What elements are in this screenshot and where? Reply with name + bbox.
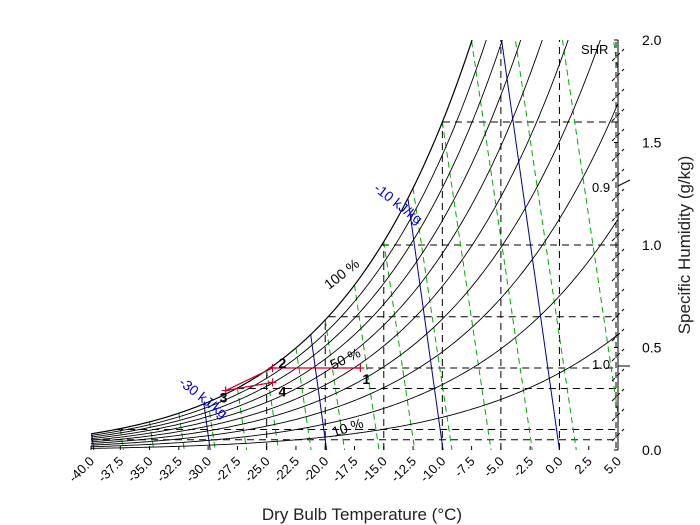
rh-curve: [91, 103, 618, 446]
shr-tick: [611, 348, 625, 362]
shr-tick: [611, 248, 625, 262]
rh-curve: [91, 218, 618, 448]
shr-tick: [611, 328, 625, 342]
x-tick-label: -5.0: [481, 454, 507, 480]
x-tick-label: -27.5: [212, 454, 244, 486]
process-point-marker: [356, 364, 365, 372]
enthalpy-line: [203, 403, 211, 450]
wet-bulb-line: [354, 284, 380, 450]
rh-curve: [91, 40, 543, 441]
wet-bulb-line: [471, 41, 533, 450]
x-tick-label: -37.5: [95, 454, 127, 486]
shr-tick: [611, 108, 625, 122]
process-layer: [221, 364, 365, 395]
shr-tick: [611, 388, 625, 402]
y-tick-label: 1.0: [642, 237, 662, 253]
x-tick-label: 0.0: [542, 454, 565, 477]
process-point-marker: [268, 364, 277, 372]
wet-bulb-line: [412, 188, 453, 450]
shr-tick: [611, 208, 625, 222]
enthalpy-line: [407, 198, 444, 450]
x-tick-label: -10.0: [417, 454, 449, 486]
shr-tick: [611, 228, 625, 242]
wet-bulb-line: [236, 387, 248, 450]
process-point-marker: [221, 386, 230, 395]
rh-curve: [91, 40, 503, 438]
shr-tick: [611, 148, 625, 162]
shr-tick: [611, 68, 625, 82]
shr-scale: [611, 42, 631, 450]
grid-layer: [91, 40, 618, 450]
y-tick-label: 2.0: [642, 32, 662, 48]
shr-title: SHR: [581, 42, 608, 57]
shr-mark-0-9: [617, 179, 631, 187]
y-axis-label: Specific Humidity (g/kg): [675, 156, 694, 335]
process-point-label: 3: [220, 390, 228, 406]
x-tick-label: -20.0: [300, 454, 332, 486]
shr-label-1-0: 1.0: [592, 357, 610, 372]
shr-tick: [611, 288, 625, 302]
wet-bulb-line: [612, 40, 618, 74]
x-tick-label: -15.0: [358, 454, 390, 486]
x-tick-label: -40.0: [66, 454, 98, 486]
y-tick-label: 0.5: [642, 340, 662, 356]
process-point-label: 2: [279, 355, 287, 371]
x-tick-label: -22.5: [271, 454, 303, 486]
shr-tick: [611, 268, 625, 282]
x-tick-label: -2.5: [510, 454, 536, 480]
shr-tick: [611, 128, 625, 142]
enthalpy-line: [501, 40, 560, 450]
shr-tick: [611, 48, 625, 62]
rh-curve: [91, 40, 487, 436]
wet-bulb-line: [207, 402, 216, 450]
shr-tick: [611, 428, 625, 442]
x-tick-label: -30.0: [183, 454, 215, 486]
x-tick-label: -32.5: [153, 454, 185, 486]
shr-tick: [611, 408, 625, 422]
process-path: [225, 367, 361, 392]
x-axis-label: Dry Bulb Temperature (°C): [262, 505, 462, 524]
process-point-label: 4: [279, 383, 287, 399]
x-tick-label: -12.5: [388, 454, 420, 486]
rh-curve: [91, 40, 601, 444]
x-tick-label: -25.0: [241, 454, 273, 486]
rh-curve: [91, 40, 522, 440]
process-point-label: 1: [362, 371, 370, 387]
rh-curve-layer: [91, 40, 618, 449]
wet-bulb-line: [178, 413, 185, 450]
enthalpy-layer: [91, 40, 560, 450]
shr-tick: [611, 88, 625, 102]
shr-tick: [611, 188, 625, 202]
rh-curve: [91, 40, 569, 443]
wet-bulb-line: [441, 122, 492, 450]
rh-curve: [91, 40, 473, 435]
y-tick-label: 1.5: [642, 135, 662, 151]
x-tick-label: 5.0: [601, 454, 624, 477]
shr-tick: [611, 368, 625, 382]
wet-bulb-line: [324, 319, 346, 450]
wet-bulb-layer: [119, 40, 618, 450]
x-tick-label: -17.5: [329, 454, 361, 486]
x-tick-label: 2.5: [571, 454, 594, 477]
wet-bulb-line: [295, 347, 312, 450]
shr-tick: [611, 168, 625, 182]
process-point-marker: [268, 378, 277, 387]
x-tick-label: -7.5: [451, 454, 477, 480]
y-tick-label: 0.0: [642, 442, 662, 458]
enthalpy-line: [310, 334, 328, 450]
shr-label-0-9: 0.9: [592, 180, 610, 195]
shr-tick: [611, 308, 625, 322]
x-tick-label: -35.0: [124, 454, 156, 486]
